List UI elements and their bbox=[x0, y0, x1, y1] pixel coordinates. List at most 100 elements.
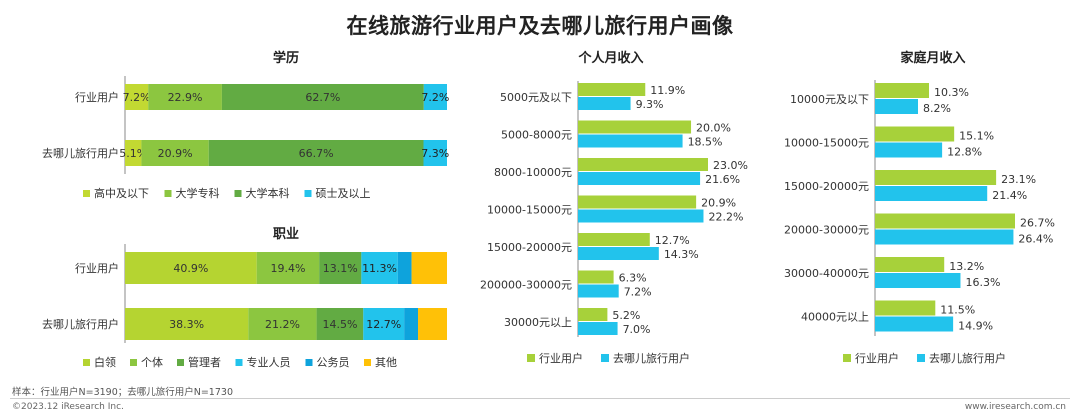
legend-label: 高中及以下 bbox=[94, 186, 149, 200]
family-income-chart: 家庭月收入 10000元及以下 10.3% 8.2% 10000-15000元 15.1%… bbox=[784, 50, 1055, 365]
category-label: 15000-20000元 bbox=[487, 241, 572, 254]
legend-swatch bbox=[304, 190, 312, 197]
bar-segment bbox=[397, 252, 412, 284]
data-label: 11.3% bbox=[362, 262, 397, 275]
legend-swatch bbox=[527, 354, 535, 362]
chart-title: 学历 bbox=[273, 50, 299, 66]
bar bbox=[578, 270, 614, 284]
legend-label: 大学专科 bbox=[176, 186, 220, 200]
legend-label: 专业人员 bbox=[247, 355, 291, 369]
data-label: 21.2% bbox=[265, 318, 300, 331]
legend-label: 去哪儿旅行用户 bbox=[613, 351, 690, 365]
bar bbox=[578, 247, 659, 260]
bar-segment bbox=[418, 308, 447, 340]
bar-segment bbox=[423, 140, 447, 166]
bar-segment bbox=[411, 252, 447, 284]
bar bbox=[875, 126, 955, 142]
bar bbox=[578, 209, 704, 223]
bar bbox=[578, 172, 701, 185]
bar bbox=[875, 170, 997, 185]
chart-title: 个人月收入 bbox=[577, 50, 643, 66]
bar-segment bbox=[208, 140, 424, 166]
data-label: 8.2% bbox=[923, 102, 951, 115]
category-label: 40000元以上 bbox=[801, 311, 869, 324]
copyright: ©2023.12 iResearch Inc. bbox=[12, 402, 124, 412]
footer-divider bbox=[10, 398, 1070, 399]
bar bbox=[578, 134, 683, 148]
data-label: 23.1% bbox=[1001, 173, 1036, 186]
category-label: 行业用户 bbox=[75, 90, 119, 104]
category-label: 20000-30000元 bbox=[784, 224, 869, 237]
bar bbox=[578, 158, 708, 171]
data-label: 18.5% bbox=[688, 136, 723, 149]
bar bbox=[875, 83, 930, 98]
data-label: 13.1% bbox=[323, 262, 358, 275]
bar-segment bbox=[221, 84, 424, 110]
website: www.iresearch.com.cn bbox=[964, 402, 1066, 412]
data-label: 21.6% bbox=[705, 173, 740, 186]
bar bbox=[875, 229, 1014, 245]
legend-swatch bbox=[130, 359, 137, 366]
legend-label: 行业用户 bbox=[539, 351, 583, 365]
data-label: 20.9% bbox=[701, 197, 736, 210]
data-label: 15.1% bbox=[959, 130, 994, 143]
category-label: 去哪儿旅行用户 bbox=[42, 317, 119, 331]
data-label: 21.4% bbox=[992, 189, 1027, 202]
data-label: 12.7% bbox=[366, 318, 401, 331]
category-label: 10000-15000元 bbox=[487, 204, 572, 217]
legend-swatch bbox=[235, 359, 243, 366]
data-label: 62.7% bbox=[305, 91, 340, 104]
category-label: 去哪儿旅行用户 bbox=[42, 146, 119, 160]
bar-segment bbox=[319, 252, 362, 284]
legend-swatch bbox=[843, 354, 851, 362]
bar-segment bbox=[148, 84, 222, 110]
bar bbox=[875, 186, 988, 201]
category-label: 8000-10000元 bbox=[494, 166, 572, 179]
bar bbox=[578, 284, 619, 298]
bar bbox=[578, 308, 608, 321]
legend-label: 行业用户 bbox=[855, 351, 899, 365]
data-label: 22.9% bbox=[168, 91, 203, 104]
data-label: 26.4% bbox=[1018, 233, 1053, 246]
data-label: 26.7% bbox=[1020, 217, 1055, 230]
bar bbox=[875, 273, 961, 288]
category-label: 10000元及以下 bbox=[790, 93, 869, 106]
data-label: 20.0% bbox=[696, 122, 731, 135]
data-label: 38.3% bbox=[169, 318, 204, 331]
bar-segment bbox=[316, 308, 364, 340]
data-label: 12.8% bbox=[947, 146, 982, 159]
category-label: 15000-20000元 bbox=[784, 180, 869, 193]
legend-label: 个体 bbox=[141, 355, 163, 369]
bar-segment bbox=[125, 308, 249, 340]
bar bbox=[578, 322, 618, 335]
data-label: 7.2% bbox=[624, 286, 652, 299]
data-label: 9.3% bbox=[636, 98, 664, 111]
data-label: 20.9% bbox=[158, 147, 193, 160]
data-label: 5.1% bbox=[119, 147, 147, 160]
legend-swatch bbox=[601, 354, 609, 362]
data-label: 7.3% bbox=[421, 147, 449, 160]
category-label: 30000元以上 bbox=[504, 316, 572, 329]
bar-segment bbox=[125, 252, 257, 284]
category-label: 5000元及以下 bbox=[500, 91, 572, 104]
data-label: 11.5% bbox=[940, 304, 975, 317]
bar bbox=[875, 142, 943, 158]
legend-swatch bbox=[305, 359, 313, 366]
personal-income-chart: 个人月收入 5000元及以下 11.9%9.3% 5000-8000元 20.0%18.… bbox=[480, 50, 748, 365]
legend-swatch bbox=[83, 190, 90, 197]
category-label: 行业用户 bbox=[75, 261, 119, 275]
legend-swatch bbox=[364, 359, 371, 366]
bar-segment bbox=[125, 140, 142, 166]
category-label: 10000-15000元 bbox=[784, 137, 869, 150]
category-label: 200000-30000元 bbox=[480, 279, 572, 292]
data-label: 13.2% bbox=[949, 260, 984, 273]
bar bbox=[875, 316, 954, 332]
data-label: 10.3% bbox=[934, 86, 969, 99]
bar bbox=[875, 257, 945, 272]
data-label: 11.9% bbox=[650, 84, 685, 97]
bar bbox=[578, 195, 697, 209]
data-label: 23.0% bbox=[713, 159, 748, 172]
